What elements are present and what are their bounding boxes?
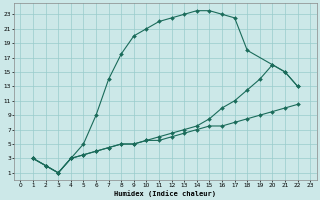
X-axis label: Humidex (Indice chaleur): Humidex (Indice chaleur) <box>114 190 216 197</box>
